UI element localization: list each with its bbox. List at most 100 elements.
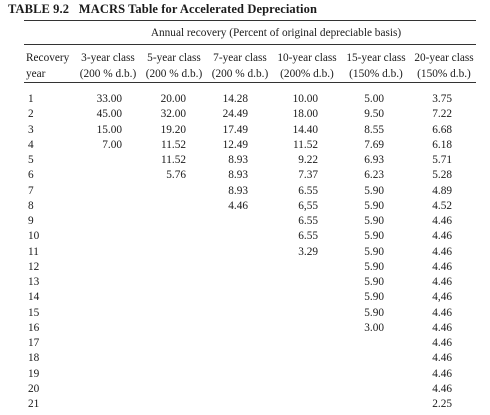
rate-cell-c15: 6.93 [364,154,384,166]
rate-cell-c20: 4.46 [432,215,452,227]
rate-cell-c5: 11.52 [161,138,186,151]
rate-cell-c20: 4,46 [432,291,452,304]
table-row: 9 6.55 5.90 4.46 [0,215,490,230]
rate-cell-c20: 4.46 [432,367,452,380]
recovery-year-cell: 13 [28,276,40,288]
rate-cell-c10: 10.00 [292,93,318,105]
rate-cell-c20: 4.46 [432,260,452,273]
spanner-rule [24,44,476,45]
top-rule [24,20,476,21]
recovery-year-cell: 17 [28,337,40,349]
table-row: 13 5.90 4.46 [0,276,490,291]
recovery-year-cell: 9 [28,215,34,227]
rate-cell-c5: 20.00 [160,93,186,105]
rate-cell-c15: 5.00 [364,93,384,105]
recovery-year-cell: 10 [28,230,40,243]
table-caption: TABLE 9.2 MACRS Table for Accelerated De… [8,2,317,17]
rate-cell-c20: 6.18 [432,138,452,151]
rate-cell-c20: 4.46 [432,321,452,334]
rate-cell-c10: 14.40 [292,123,318,136]
rate-cell-c10: 6.55 [298,215,318,227]
rate-cell-c20: 4.46 [432,337,452,349]
column-header-5-year: 5-year class (200 % d.b.) [145,52,203,80]
rate-cell-c20: 2.25 [432,398,452,410]
rate-cell-c7: 8.93 [228,169,248,182]
rate-cell-c3: 45.00 [96,108,122,121]
column-header-20-year: 20-year class (150% d.b.) [414,52,474,80]
rate-cell-c5: 5.76 [166,169,186,182]
table-row: 7 8.93 6.55 5.90 4.89 [0,185,490,200]
rate-cell-c5: 32.00 [160,108,186,121]
rate-cell-c15: 5.90 [364,199,384,212]
recovery-year-cell: 4 [28,138,34,151]
rate-cell-c15: 5.90 [364,184,384,197]
rate-cell-c3: 15.00 [96,123,122,136]
table-row: 6 5.76 8.93 7.37 6.23 5.28 [0,169,490,184]
rate-cell-c15: 5.90 [364,245,384,258]
rate-cell-c20: 4.89 [432,184,452,197]
column-spanner-heading: Annual recovery (Percent of original dep… [150,27,402,39]
table-row: 15 5.90 4.46 [0,307,490,322]
rate-cell-c7: 17.49 [222,123,248,136]
rate-cell-c15: 5.90 [364,291,384,304]
table-row: 4 7.00 11.52 12.49 11.52 7.69 6.18 [0,139,490,154]
table-row: 19 4.46 [0,368,490,383]
rate-cell-c5: 19.20 [160,123,186,136]
rate-cell-c15: 5.90 [364,215,384,227]
rate-cell-c15: 3.00 [364,321,384,334]
column-header-15-year: 15-year class (150% d.b.) [346,52,406,80]
rate-cell-c10: 6.55 [298,230,318,243]
recovery-year-cell: 18 [28,352,40,365]
rate-cell-c5: 11.52 [161,154,186,166]
column-header-recovery-year: Recovery year [26,52,70,80]
table-row: 14 5.90 4,46 [0,291,490,306]
rate-cell-c20: 7.22 [432,108,452,121]
rate-cell-c15: 5.90 [364,306,384,319]
table-row: 11 3.29 5.90 4.46 [0,246,490,261]
rate-cell-c15: 7.69 [364,138,384,151]
table-row: 18 4.46 [0,352,490,367]
table-row: 8 4.46 6,55 5.90 4.52 [0,200,490,215]
table-row: 20 4.46 [0,383,490,398]
rate-cell-c15: 9.50 [364,108,384,121]
recovery-year-cell: 16 [28,321,40,334]
rate-cell-c10: 3.29 [298,245,318,258]
rate-cell-c20: 5.71 [432,154,452,166]
recovery-year-cell: 20 [28,382,40,395]
rate-cell-c7: 24.49 [222,108,248,121]
recovery-year-cell: 7 [28,184,34,197]
table-row: 1 33.00 20.00 14.28 10.00 5.00 3.75 [0,93,490,108]
rate-cell-c20: 4.52 [432,199,452,212]
table-row: 12 5.90 4.46 [0,261,490,276]
rate-cell-c3: 33.00 [96,93,122,105]
recovery-year-cell: 14 [28,291,40,304]
table-row: 10 6.55 5.90 4.46 [0,230,490,245]
rate-cell-c20: 4.46 [432,306,452,319]
rate-cell-c20: 4.46 [432,352,452,365]
recovery-year-cell: 19 [28,367,40,380]
recovery-year-cell: 1 [28,93,34,105]
rate-cell-c15: 8.55 [364,123,384,136]
rate-cell-c10: 18.00 [292,108,318,121]
recovery-year-cell: 12 [28,260,40,273]
recovery-year-cell: 2 [28,108,34,121]
rate-cell-c7: 14.28 [222,93,248,105]
recovery-year-cell: 21 [28,398,40,410]
rate-cell-c10: 6.55 [298,184,318,197]
table-title: MACRS Table for Accelerated Depreciation [78,2,318,16]
table-row: 5 11.52 8.93 9.22 6.93 5.71 [0,154,490,169]
rate-cell-c3: 7.00 [102,138,122,151]
table-row: 16 3.00 4.46 [0,322,490,337]
rate-cell-c15: 6.23 [364,169,384,182]
rate-cell-c15: 5.90 [364,276,384,288]
recovery-year-cell: 8 [28,199,34,212]
rate-cell-c15: 5.90 [364,260,384,273]
recovery-year-cell: 15 [28,306,40,319]
rate-cell-c20: 4.46 [432,245,452,258]
table-number: TABLE 9.2 [8,2,70,16]
rate-cell-c20: 6.68 [432,123,452,136]
rate-cell-c15: 5.90 [364,230,384,243]
rate-cell-c7: 8.93 [228,154,248,166]
rate-cell-c20: 3.75 [432,93,452,105]
table-row: 17 4.46 [0,337,490,352]
